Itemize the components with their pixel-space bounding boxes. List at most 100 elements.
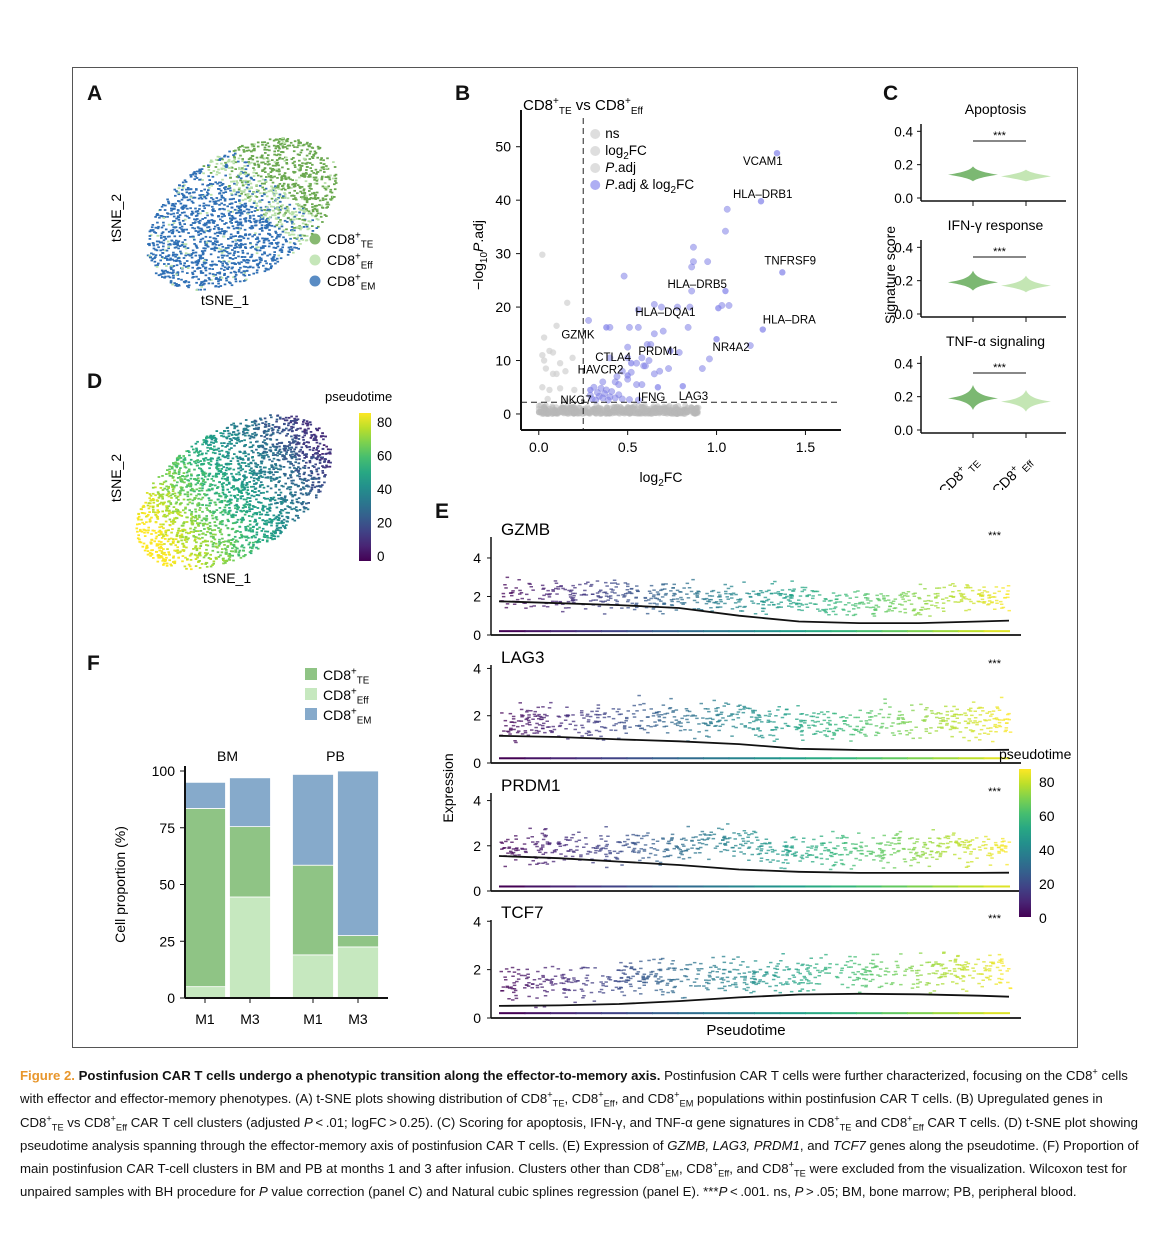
tsne-cell-point: [193, 243, 196, 245]
pseudotime-cell-point: [201, 452, 204, 455]
tsne-cell-point: [252, 202, 256, 204]
pseudotime-cell-point: [235, 503, 238, 506]
tsne-cell-point: [220, 184, 224, 186]
tsne-cell-point: [242, 191, 246, 193]
tsne-cell-point: [276, 207, 280, 210]
tsne-cell-point: [232, 188, 236, 191]
pseudotime-cell-point: [142, 504, 145, 507]
pseudotime-cell-point: [136, 537, 140, 540]
tsne-cell-point: [255, 172, 258, 175]
tsne-cell-point: [236, 224, 240, 226]
tsne-cell-point: [185, 196, 189, 199]
tsne-cell-point: [281, 157, 284, 160]
pseudotime-cell-point: [321, 453, 324, 455]
tsne-cell-point: [181, 208, 185, 210]
pseudotime-cell-point: [282, 485, 285, 488]
tsne-cell-point: [271, 187, 275, 189]
tsne-cell-point: [178, 260, 182, 263]
pseudotime-cell-point: [174, 463, 177, 466]
tsne-cell-point: [220, 254, 224, 257]
pseudotime-cell-point: [240, 536, 244, 539]
tsne-cell-point: [311, 163, 314, 166]
tsne-cell-point: [315, 172, 318, 175]
pseudotime-cell-point: [285, 499, 289, 501]
tsne-cell-point: [298, 169, 301, 172]
pseudotime-cell-point: [265, 490, 269, 493]
pseudotime-cell-point: [261, 444, 264, 447]
tsne-cell-point: [253, 234, 256, 236]
tsne-cell-point: [239, 242, 243, 245]
tsne-cell-point: [189, 224, 193, 226]
tsne-cell-point: [275, 170, 279, 172]
tsne-cell-point: [154, 248, 157, 251]
y-tick-label: 0.0: [894, 191, 913, 206]
tsne-cell-point: [175, 239, 178, 242]
pseudotime-cell-point: [143, 535, 147, 537]
tsne-cell-point: [276, 161, 280, 164]
pseudotime-cell-point: [239, 469, 243, 472]
tsne-cell-point: [207, 166, 210, 168]
tsne-cell-point: [207, 175, 210, 178]
pseudotime-cell-point: [197, 514, 201, 517]
pseudotime-cell-point: [154, 521, 158, 524]
tsne-cell-point: [279, 221, 282, 223]
volcano-point-sig: [650, 330, 658, 338]
pseudotime-cell-point: [262, 456, 266, 459]
pseudotime-cell-point: [171, 466, 174, 469]
pseudotime-cell-point: [172, 463, 176, 466]
tsne-cell-point: [299, 151, 303, 154]
tsne-cell-point: [205, 212, 209, 214]
tsne-cell-point: [214, 158, 218, 161]
tsne-ylabel: tSNE_2: [108, 194, 124, 242]
pseudotime-cell-point: [164, 480, 168, 483]
tsne-cell-point: [277, 208, 281, 211]
pseudotime-cell-point: [162, 502, 165, 505]
tsne-cell-point: [322, 168, 326, 171]
pseudotime-cell-point: [225, 436, 228, 439]
pseudotime-cell-point: [257, 454, 261, 457]
tsne-cell-point: [254, 221, 258, 223]
pseudotime-cell-point: [192, 528, 196, 531]
pseudotime-cell-point: [185, 531, 188, 534]
pseudotime-cell-point: [301, 436, 305, 439]
pseudotime-cell-point: [208, 467, 211, 470]
tsne-cell-point: [247, 183, 250, 186]
pseudotime-cell-point: [189, 458, 193, 461]
pseudotime-cell-point: [267, 508, 271, 511]
pseudotime-cell-point: [135, 527, 139, 530]
pseudotime-cell-point: [149, 555, 152, 557]
tsne-cell-point: [268, 203, 271, 206]
tsne-cell-point: [263, 251, 266, 254]
tsne-cell-point: [229, 282, 232, 285]
pseudotime-cell-point: [196, 554, 200, 557]
pseudotime-cell-point: [198, 509, 201, 511]
pseudotime-cell-point: [279, 465, 283, 468]
pseudotime-cell-point: [212, 479, 215, 482]
pseudotime-cell-point: [193, 451, 196, 454]
pseudotime-cell-point: [237, 471, 241, 474]
pseudotime-cell-point: [139, 530, 142, 532]
pseudotime-cell-point: [233, 495, 236, 497]
volcano-point-sig: [599, 378, 607, 386]
tsne-cell-point: [227, 247, 230, 249]
gene-label: CTLA4: [595, 352, 631, 364]
pseudotime-cell-point: [269, 446, 272, 449]
pseudotime-cell-point: [293, 519, 297, 522]
tsne-cell-point: [263, 182, 266, 185]
pseudotime-cell-point: [300, 478, 304, 481]
pseudotime-cell-point: [190, 445, 194, 448]
tsne-cell-point: [173, 235, 177, 238]
pseudotime-cell-point: [242, 518, 245, 521]
pseudotime-cell-point: [172, 561, 175, 563]
tsne-cell-point: [305, 166, 309, 168]
tsne-cell-point: [223, 199, 227, 202]
volcano-point-labeled: [779, 269, 786, 276]
tsne-cell-point: [303, 198, 307, 201]
tsne-cell-point: [285, 205, 289, 208]
tsne-cell-point: [303, 192, 307, 194]
tsne-cell-point: [219, 181, 223, 184]
tsne-cell-point: [244, 202, 247, 205]
pseudotime-cell-point: [146, 504, 150, 507]
tsne-cell-point: [242, 280, 246, 282]
pseudotime-cell-point: [222, 472, 225, 475]
